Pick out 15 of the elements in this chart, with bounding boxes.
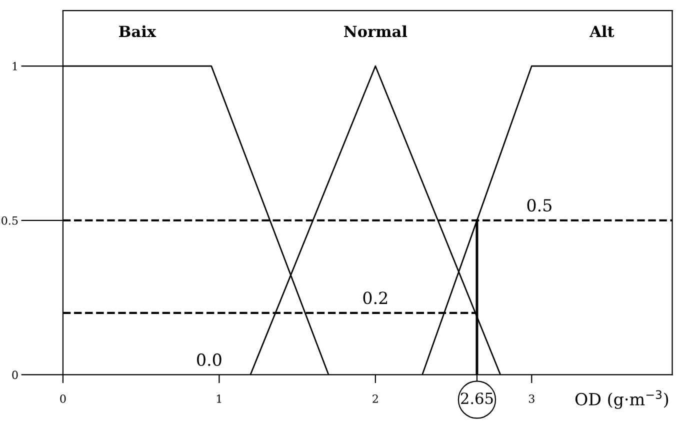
x-tick-label: 1: [217, 394, 222, 403]
text: Normal: [344, 25, 408, 38]
annotation: 0.5: [527, 198, 552, 212]
annotation: 0.2: [363, 292, 388, 304]
series-label: Alt: [589, 25, 614, 38]
annotation: 0.0: [197, 353, 222, 366]
y-tick-label: 1: [12, 62, 17, 70]
y-tick-label: 0: [12, 370, 18, 380]
x-tick-label: 2: [372, 394, 378, 403]
x-tick-label: 3: [528, 394, 534, 403]
x-tick-label: 2.65: [461, 392, 493, 404]
x-tick-label: 0: [60, 394, 66, 403]
x-axis-title: OD (g·m$^{−3}$): [575, 390, 668, 409]
series-label: Baix: [119, 25, 156, 38]
y-tick-label: 0.5: [2, 216, 18, 225]
